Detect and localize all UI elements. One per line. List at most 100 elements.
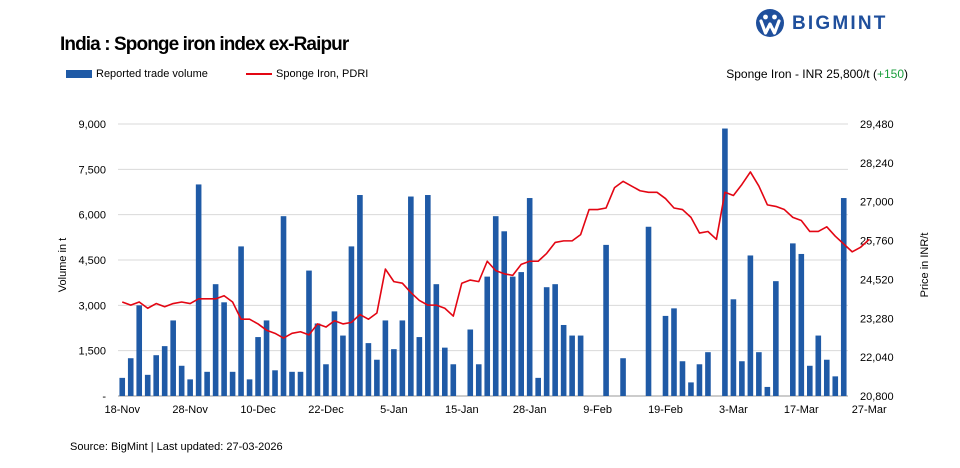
y-left-axis-title: Volume in t [57,238,69,292]
volume-bar [688,382,694,396]
volume-bar [671,308,677,396]
volume-bar [475,364,482,396]
y-right-tick-label: 27,000 [860,197,894,209]
volume-bar [560,324,567,396]
volume-bar [238,246,244,396]
y-right-axis-title: Price in INR/t [919,233,931,298]
x-tick-label: 10-Dec [240,404,276,416]
volume-bar [433,284,440,396]
legend-label-price: Sponge Iron, PDRI [276,68,369,80]
x-tick-label: 22-Dec [308,404,344,416]
x-tick-label: 15-Jan [445,404,479,416]
y-right-tick-label: 29,480 [860,119,894,131]
volume-bar [187,379,193,396]
volume-bar [798,253,805,396]
y-left-tick-label: 7,500 [78,164,106,176]
y-right-tick-label: 20,800 [860,391,894,403]
volume-bar [127,358,134,396]
volume-bar [730,299,737,396]
brand-logo-icon [756,9,784,37]
price-change: +150 [876,67,904,81]
volume-bar [314,323,321,396]
volume-bar [722,128,728,396]
volume-bar [577,335,584,396]
volume-bar [484,276,491,396]
volume-bar [161,346,168,396]
volume-bar [416,337,423,396]
volume-bar [374,359,380,396]
volume-bar [764,386,771,396]
volume-bar [246,379,253,396]
volume-bar [297,371,304,396]
volume-bar [815,335,822,396]
volume-bar [340,335,346,396]
volume-bar [526,198,533,396]
price-line [121,171,870,339]
volume-bar [807,365,813,396]
volume-bar [509,276,516,396]
volume-bar [289,371,295,396]
y-left-tick-label: 9,000 [78,119,106,131]
volume-bar [331,311,338,396]
volume-bar [535,377,541,396]
x-tick-label: 27-Mar [852,404,887,416]
y-left-tick-label: 1,500 [78,346,106,358]
x-tick-label: 18-Nov [105,404,141,416]
volume-bar [773,281,779,396]
volume-bar [357,195,363,396]
x-tick-label: 17-Mar [784,404,819,416]
volume-bar [832,376,839,396]
legend-item-volume: Reported trade volume [66,68,208,80]
volume-bar [569,335,575,396]
volume-bar [705,352,711,396]
volume-bar [696,364,703,396]
volume-bar [195,184,202,396]
volume-bar [136,305,143,396]
legend-item-price: Sponge Iron, PDRI [246,68,368,80]
volume-bar [348,246,355,396]
y-right-tick-label: 28,240 [860,158,894,170]
volume-bar [365,343,372,396]
volume-bar [306,270,312,396]
y-right-tick-label: 24,520 [860,274,894,286]
volume-bar [747,255,754,396]
volume-bar [425,195,431,396]
price-summary-close: ) [904,67,908,81]
x-tick-label: 5-Jan [380,404,408,416]
volume-bar [543,287,550,396]
price-summary-text: Sponge Iron - INR 25,800/t ( [726,67,877,81]
volume-bar [790,243,796,396]
legend-label-volume: Reported trade volume [96,68,208,80]
volume-bar [603,244,609,396]
volume-bar [679,361,686,396]
volume-bar [620,358,626,396]
price-summary: Sponge Iron - INR 25,800/t (+150) [726,67,908,81]
x-tick-label: 3-Mar [719,404,748,416]
volume-bar [492,216,499,396]
combo-chart: - 1,500 3,000 4,500 6,000 7,500 9,000 20,800 22,… [57,119,931,416]
chart-title: India : Sponge iron index ex-Raipur [60,34,349,55]
brand-name: BIGMINT [792,13,888,34]
volume-bar [756,352,762,396]
volume-bar [662,315,669,396]
volume-bar [442,347,448,396]
volume-bar [408,196,414,396]
y-right-tick-label: 25,760 [860,236,894,248]
x-tick-label: 28-Nov [172,404,208,416]
volume-bar [501,231,508,396]
volume-bar [467,329,474,396]
volume-bar [212,284,219,396]
y-left-tick-label: 6,000 [78,210,106,222]
volume-bar [823,359,830,396]
legend-swatch-line [246,73,272,75]
volume-bar [840,198,847,396]
source-note: Source: BigMint | Last updated: 27-03-20… [70,441,283,453]
volume-bar [263,320,270,396]
volume-bar [119,377,126,396]
brand-logo: BIGMINT [754,8,916,38]
volume-bar [221,302,227,396]
volume-bar [382,320,389,396]
volume-bar [450,364,457,396]
volume-bar [280,216,287,396]
x-tick-label: 9-Feb [583,404,612,416]
